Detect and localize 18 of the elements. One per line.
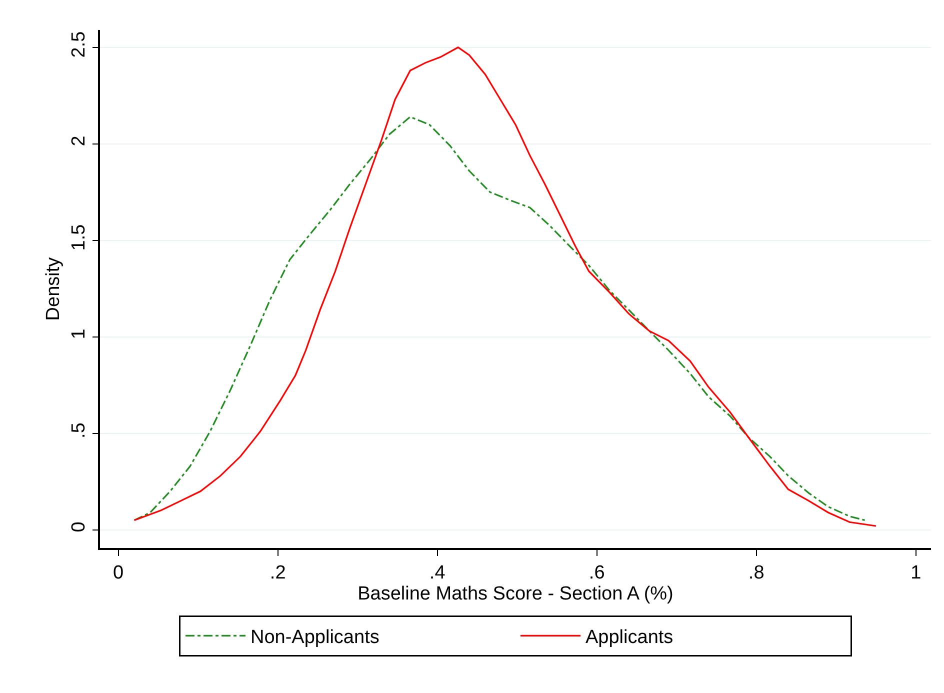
x-tick-label: .2	[270, 562, 286, 584]
line-series	[133, 116, 866, 522]
y-tick-label: 1.5	[68, 224, 90, 251]
legend-label: Applicants	[586, 627, 674, 648]
y-tick-label: 2	[68, 136, 90, 146]
y-tick-label: 0	[68, 522, 90, 532]
x-tick-label: .8	[748, 562, 764, 584]
y-tick-label: .5	[68, 422, 90, 438]
x-tick-label: 1	[910, 562, 922, 584]
y-tick-label: 2.5	[68, 31, 90, 58]
x-tick-label: .6	[588, 562, 605, 584]
y-axis-title: Density	[43, 256, 64, 321]
x-axis-title: Baseline Maths Score - Section A (%)	[358, 584, 674, 605]
x-tick-label: .4	[429, 562, 446, 584]
y-tick-label: 1	[68, 328, 90, 340]
legend-label: Non-Applicants	[250, 627, 380, 648]
line-series	[133, 46, 877, 527]
x-tick-label: 0	[113, 562, 124, 584]
